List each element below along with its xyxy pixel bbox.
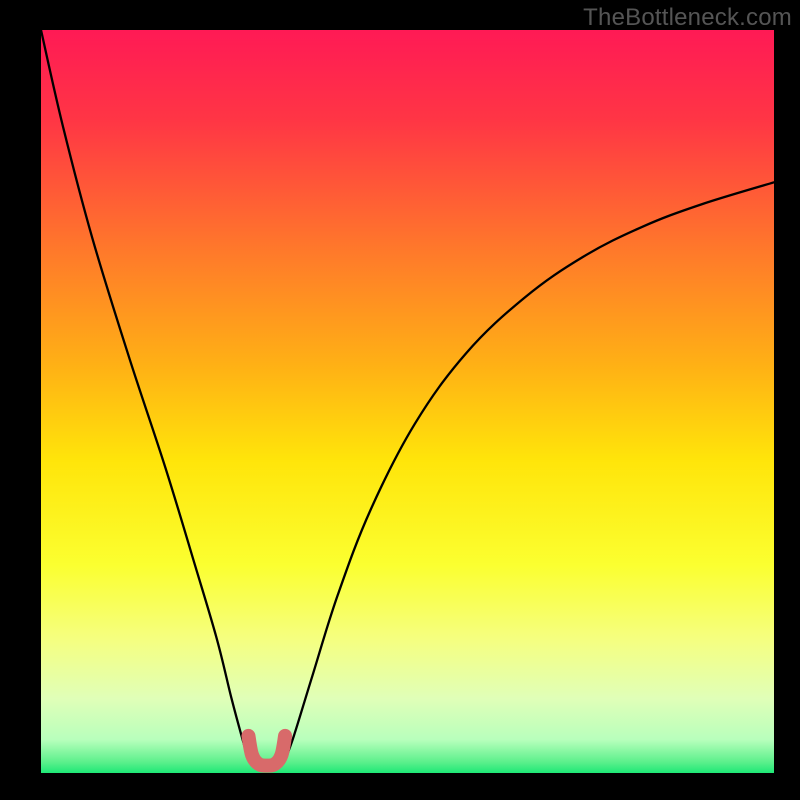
watermark-text: TheBottleneck.com — [583, 4, 792, 32]
chart-svg — [0, 0, 800, 800]
chart-container: TheBottleneck.com — [0, 0, 800, 800]
plot-area — [41, 30, 774, 773]
